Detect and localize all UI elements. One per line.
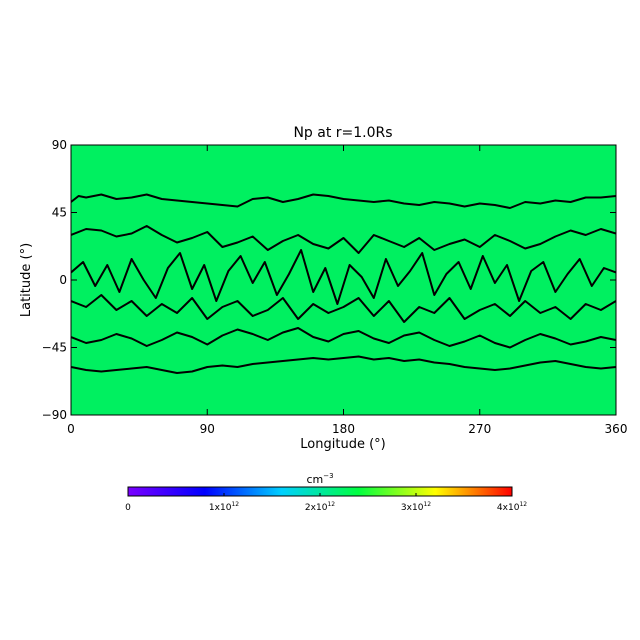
x-tick-label: 90 xyxy=(200,422,215,436)
colorbar-unit-exp: −3 xyxy=(323,472,333,480)
colorbar-tick-label: 3x1012 xyxy=(401,501,431,513)
contour-equatorial-1 xyxy=(71,249,616,305)
density-field xyxy=(71,145,616,415)
x-axis-label: Longitude (°) xyxy=(300,437,385,452)
y-tick-label: −45 xyxy=(42,341,67,355)
contour-equatorial-2 xyxy=(71,294,616,323)
contour-north-boundary xyxy=(71,193,616,209)
colorbar-unit: cm−3 xyxy=(306,472,333,486)
contour-layer xyxy=(71,193,616,374)
colorbar-tick-label: 1x1012 xyxy=(209,501,239,513)
colorbar-tick-label: 4x1012 xyxy=(497,501,527,513)
colorbar-unit-base: cm xyxy=(306,473,323,486)
y-tick-label: −90 xyxy=(42,408,67,422)
contour-inner-north xyxy=(71,225,616,254)
contour-south-boundary xyxy=(71,355,616,374)
x-tick-label: 270 xyxy=(468,422,491,436)
colorbar-tick-label: 0 xyxy=(125,503,131,513)
colorbar-tick-label: 2x1012 xyxy=(305,501,335,513)
colorbar-ticks: 0 1x1012 2x1012 3x1012 4x1012 xyxy=(125,493,527,513)
axes: 0 90 180 270 360 90 45 0 −45 −90 xyxy=(42,138,628,436)
x-tick-label: 180 xyxy=(332,422,355,436)
x-tick-label: 0 xyxy=(67,422,75,436)
y-tick-label: 45 xyxy=(52,206,67,220)
chart-title: Np at r=1.0Rs xyxy=(293,125,392,141)
x-tick-label: 360 xyxy=(605,422,628,436)
contour-inner-south xyxy=(71,327,616,349)
y-tick-label: 90 xyxy=(52,138,67,152)
y-tick-label: 0 xyxy=(59,273,67,287)
y-axis-label: Latitude (°) xyxy=(19,243,34,317)
